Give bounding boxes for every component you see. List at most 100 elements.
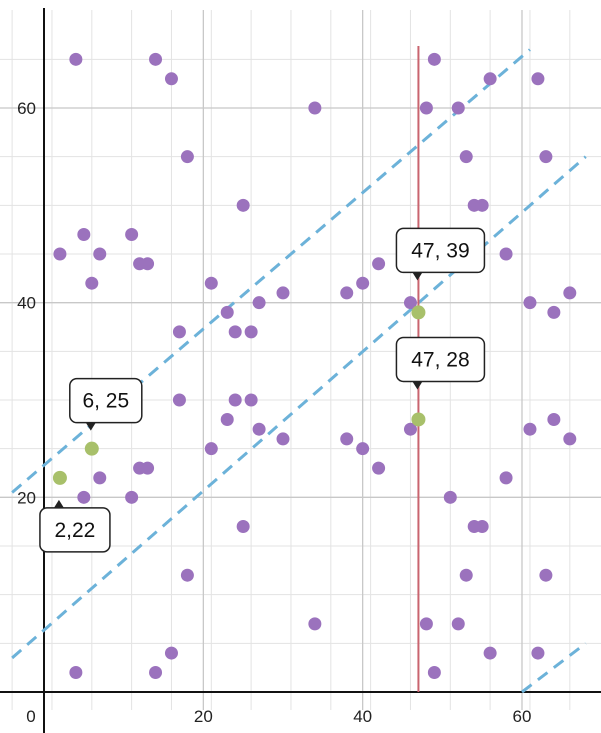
data-point	[69, 52, 83, 66]
data-point	[523, 296, 537, 310]
point-label: 2,22	[39, 499, 111, 553]
data-point	[547, 412, 561, 426]
dashed-line	[11, 48, 531, 494]
axes	[0, 8, 601, 733]
data-point	[308, 101, 322, 115]
data-point	[149, 52, 163, 66]
data-point	[475, 198, 489, 212]
data-point	[236, 198, 250, 212]
data-point	[563, 432, 577, 446]
x-tick-label: 60	[513, 707, 532, 726]
data-point	[372, 461, 386, 475]
label-box	[39, 507, 111, 553]
data-point	[276, 286, 290, 300]
point-label: 47, 28	[395, 336, 486, 390]
data-point	[356, 442, 370, 456]
highlighted-point	[411, 305, 426, 320]
data-point	[483, 646, 497, 660]
x-tick-label: 40	[353, 707, 372, 726]
data-point	[539, 150, 553, 164]
tick-labels: 0 20 40 60 20 40 60	[17, 99, 531, 726]
data-point	[77, 228, 91, 242]
label-text: 2,22	[54, 519, 95, 542]
data-point	[220, 412, 234, 426]
data-point	[244, 393, 258, 407]
label-text: 47, 28	[411, 348, 469, 371]
data-point	[427, 52, 441, 66]
data-point	[308, 617, 322, 631]
data-point	[141, 257, 155, 271]
y-tick-label: 60	[17, 99, 36, 118]
dashed-line	[11, 155, 587, 660]
x-tick-label: 0	[26, 707, 35, 726]
data-point	[451, 101, 465, 115]
data-point	[172, 325, 186, 339]
data-point	[228, 325, 242, 339]
data-point	[236, 520, 250, 534]
data-point	[204, 442, 218, 456]
label-pointer	[412, 381, 423, 390]
data-point	[204, 276, 218, 290]
data-point	[228, 393, 242, 407]
y-tick-label: 40	[17, 294, 36, 313]
data-point	[547, 305, 561, 319]
data-point	[85, 276, 99, 290]
label-box	[395, 227, 486, 274]
data-point	[164, 646, 178, 660]
data-point	[180, 150, 194, 164]
highlighted-point	[52, 470, 67, 485]
data-point	[563, 286, 577, 300]
data-point	[427, 666, 441, 680]
grid	[0, 10, 601, 710]
data-point	[443, 490, 457, 504]
data-point	[252, 296, 266, 310]
data-point	[93, 247, 107, 261]
label-pointer	[412, 272, 423, 281]
data-point	[77, 490, 91, 504]
data-point	[220, 305, 234, 319]
data-point	[356, 276, 370, 290]
point-labels: 2,22 6, 25 47, 39 47, 28	[39, 227, 486, 553]
data-point	[340, 286, 354, 300]
label-pointer	[53, 499, 64, 508]
highlighted-point	[411, 412, 426, 427]
label-text: 47, 39	[411, 239, 469, 262]
data-point	[539, 568, 553, 582]
data-point	[276, 432, 290, 446]
data-point	[340, 432, 354, 446]
y-tick-label: 20	[17, 488, 36, 507]
data-point	[252, 422, 266, 436]
data-point	[53, 247, 67, 261]
data-point	[531, 72, 545, 86]
data-point	[125, 490, 139, 504]
label-pointer	[85, 422, 96, 431]
label-box	[395, 336, 486, 383]
point-label: 6, 25	[69, 377, 143, 431]
data-point	[523, 422, 537, 436]
data-point	[499, 471, 513, 485]
data-point	[475, 520, 489, 534]
data-point	[149, 666, 163, 680]
x-tick-label: 20	[194, 707, 213, 726]
point-label: 47, 39	[395, 227, 486, 281]
data-point	[459, 568, 473, 582]
data-point	[244, 325, 258, 339]
data-point	[531, 646, 545, 660]
data-point	[164, 72, 178, 86]
label-box	[69, 377, 143, 424]
data-point	[172, 393, 186, 407]
dashed-line	[521, 642, 587, 694]
data-point	[499, 247, 513, 261]
highlighted-point	[84, 441, 99, 456]
data-point	[419, 617, 433, 631]
data-point	[372, 257, 386, 271]
data-point	[125, 228, 139, 242]
data-point	[483, 72, 497, 86]
data-point	[459, 150, 473, 164]
data-point	[403, 422, 417, 436]
data-points	[52, 52, 577, 680]
data-point	[419, 101, 433, 115]
label-text: 6, 25	[82, 390, 129, 413]
data-point	[403, 296, 417, 310]
